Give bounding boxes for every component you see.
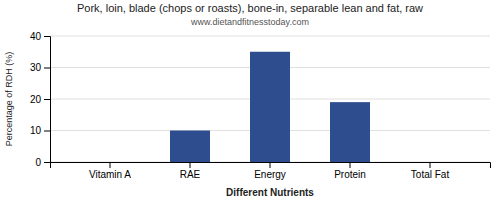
tick-label: 0: [35, 157, 41, 168]
y-axis-title: Percentage of RDH (%): [4, 52, 14, 147]
axis-domain: [44, 37, 51, 163]
grid: [50, 36, 490, 162]
tick-mark: [110, 162, 111, 168]
tick-mark: [350, 162, 351, 168]
x-axis-title: Different Nutrients: [226, 187, 314, 198]
tick-label: Protein: [334, 169, 366, 180]
subtitle: www.dietandfitnesstoday.com: [190, 17, 309, 27]
tick: 20: [30, 94, 50, 105]
tick-mark: [44, 36, 50, 37]
tick-label: 40: [30, 31, 42, 42]
tick: 10: [30, 125, 50, 136]
bar: [170, 131, 210, 163]
bar: [250, 52, 290, 162]
tick-mark: [270, 162, 271, 168]
tick-label: Energy: [254, 169, 286, 180]
grid-line: [50, 36, 490, 37]
tick-label: Vitamin A: [89, 169, 131, 180]
tick-mark: [44, 99, 50, 100]
bar: [90, 162, 130, 163]
tick-label: 20: [30, 94, 42, 105]
tick-label: Total Fat: [411, 169, 450, 180]
tick: Protein: [334, 162, 366, 180]
tick: Vitamin A: [89, 162, 131, 180]
bar: [330, 102, 370, 162]
tick: Energy: [254, 162, 286, 180]
tick-label: 10: [30, 125, 42, 136]
tick-label: 30: [30, 62, 42, 73]
tick: 30: [30, 62, 50, 73]
bar: [410, 162, 450, 163]
tick-mark: [44, 68, 50, 69]
y-axis: 0 10 20 30 40: [30, 31, 51, 168]
chart: Pork, loin, blade (chops or roasts), bon…: [0, 0, 500, 200]
tick: 0: [35, 157, 50, 168]
tick-mark: [190, 162, 191, 168]
x-axis: Vitamin A RAE Energy Protein Total Fat: [51, 162, 491, 180]
tick-mark: [44, 131, 50, 132]
tick: 40: [30, 31, 50, 42]
tick-mark: [430, 162, 431, 168]
bars: [170, 52, 370, 162]
title: Pork, loin, blade (chops or roasts), bon…: [77, 2, 423, 14]
tick-mark: [44, 162, 50, 163]
tick-label: RAE: [180, 169, 201, 180]
tick: Total Fat: [411, 162, 450, 180]
axis-domain: [51, 163, 491, 169]
tick: RAE: [180, 162, 201, 180]
plot: Vitamin A RAE Energy Protein Total Fat 0 10 20 3…: [30, 31, 491, 180]
